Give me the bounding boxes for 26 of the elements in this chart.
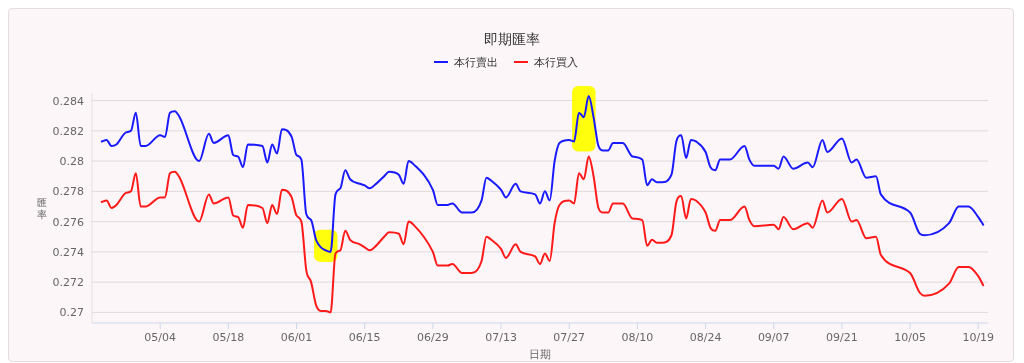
y-tick-label: 0.27 [59,306,84,320]
x-tick-label: 07/27 [553,331,586,344]
x-tick-label: 05/18 [212,331,245,344]
x-tick-label: 09/07 [757,331,790,344]
x-tick-label: 10/19 [962,331,995,344]
x-tick-label: 05/04 [144,331,177,344]
y-tick-label: 0.272 [52,276,84,290]
x-tick-label: 07/13 [485,331,517,344]
y-tick-label: 0.284 [52,94,84,108]
x-axis-title: 日期 [529,348,551,361]
legend-label: 本行買入 [534,56,578,69]
x-tick-label: 06/29 [417,331,449,344]
x-tick-label: 08/24 [689,331,722,344]
x-tick-label: 08/10 [621,331,654,344]
y-axis-title: 匯率 [37,197,47,220]
y-tick-label: 0.278 [52,185,84,199]
y-tick-label: 0.276 [52,215,84,229]
chart-title: 即期匯率 [484,31,540,47]
y-tick-label: 0.282 [52,124,84,138]
legend-label: 本行賣出 [454,56,498,69]
y-tick-label: 0.28 [59,155,84,169]
x-tick-label: 06/01 [280,331,313,344]
x-tick-label: 06/15 [348,331,381,344]
x-tick-label: 10/05 [894,331,926,344]
x-tick-label: 09/21 [826,331,858,344]
y-tick-label: 0.274 [52,245,84,259]
